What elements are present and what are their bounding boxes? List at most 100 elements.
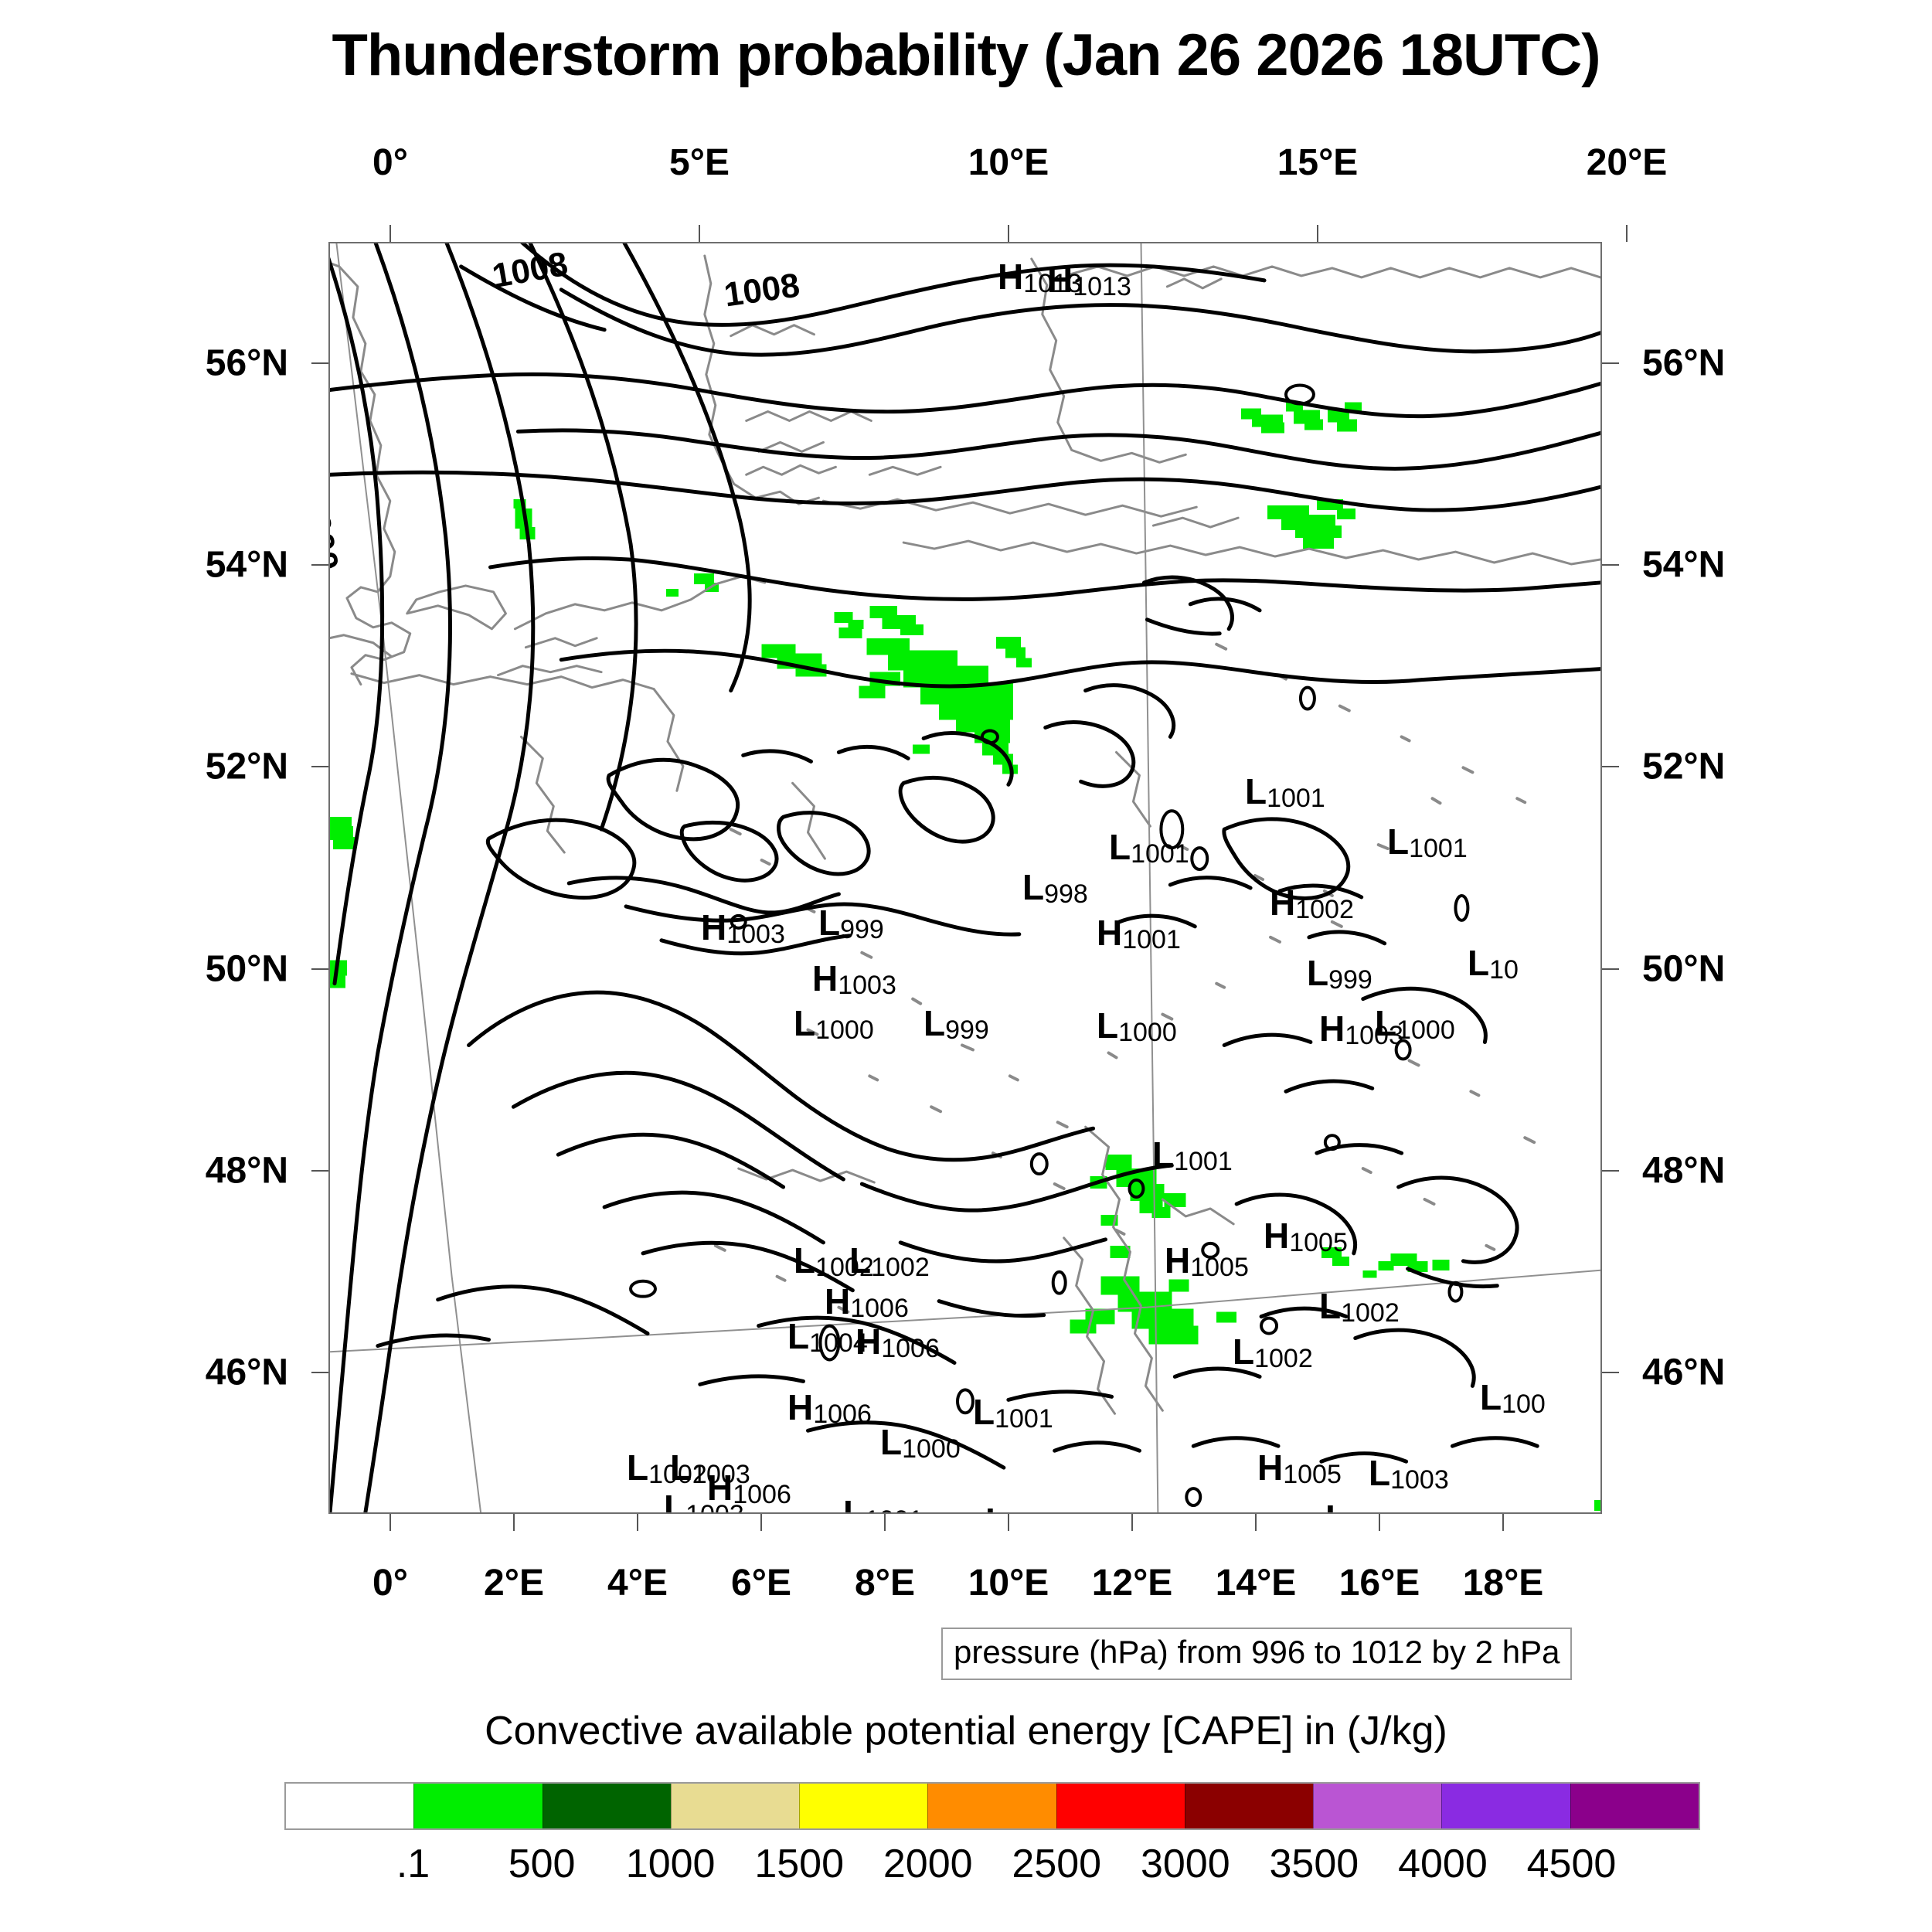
tick-bottom-1	[513, 1514, 515, 1531]
pressure-marker-l-11: L1001	[1245, 770, 1325, 814]
axis-label-left-0: 56°N	[205, 342, 288, 384]
pressure-marker-l-22: L1002	[794, 1240, 874, 1283]
tick-top-2	[1008, 225, 1009, 242]
pressure-marker-l-18: L1001	[1152, 1134, 1233, 1177]
pressure-marker-l-39: L100	[1480, 1376, 1546, 1419]
colorbar-swatch-5[interactable]	[927, 1784, 1056, 1828]
axis-label-bottom-3: 6°E	[731, 1563, 791, 1604]
axis-label-bottom-0: 0°	[372, 1563, 408, 1604]
colorbar-tick-1: 500	[508, 1842, 576, 1886]
pressure-marker-l-8: L1000	[1097, 1005, 1177, 1048]
colorbar-swatch-2[interactable]	[542, 1784, 671, 1828]
tick-right-3	[1602, 968, 1619, 970]
axis-label-right-2: 52°N	[1642, 746, 1726, 787]
colorbar-swatch-8[interactable]	[1313, 1784, 1442, 1828]
pressure-marker-l-23: L1002	[849, 1240, 930, 1283]
pressure-marker-l-31: L1002	[627, 1447, 707, 1490]
tick-right-5	[1602, 1372, 1619, 1374]
pressure-marker-h-15: H1003	[1319, 1008, 1403, 1050]
axis-label-top-3: 15°E	[1277, 142, 1359, 183]
tick-top-1	[699, 225, 700, 242]
tick-bottom-4	[884, 1514, 886, 1531]
pressure-marker-l-5: L999	[818, 902, 884, 944]
colorbar[interactable]	[284, 1782, 1700, 1830]
pressure-marker-l-28: L1001	[973, 1392, 1053, 1434]
page-title: Thunderstorm probability (Jan 26 2026 18…	[332, 22, 1600, 88]
tick-bottom-5	[1008, 1514, 1009, 1531]
tick-left-4	[311, 1169, 328, 1172]
axis-label-right-0: 56°N	[1642, 342, 1726, 384]
pressure-marker-l-7: L998	[1022, 866, 1088, 910]
pressure-marker-h-26: H1006	[855, 1321, 940, 1363]
isobar-layer	[330, 243, 1600, 1512]
tick-left-3	[311, 968, 328, 970]
axis-label-bottom-6: 12°E	[1091, 1563, 1173, 1604]
colorbar-swatch-9[interactable]	[1441, 1784, 1570, 1828]
axis-label-right-1: 54°N	[1642, 544, 1726, 586]
axis-label-left-1: 54°N	[205, 544, 288, 586]
axis-label-left-3: 50°N	[205, 948, 288, 990]
colorbar-swatch-6[interactable]	[1056, 1784, 1185, 1828]
pressure-marker-h-12: H1002	[1270, 882, 1354, 924]
axis-label-top-0: 0°	[372, 142, 408, 183]
axis-label-top-2: 10°E	[968, 142, 1049, 183]
tick-bottom-8	[1379, 1514, 1380, 1531]
axis-label-top-4: 20°E	[1586, 142, 1668, 183]
pressure-marker-h-37: H1005	[1257, 1447, 1342, 1490]
pressure-marker-l-16: L1000	[1375, 1003, 1455, 1046]
tick-bottom-6	[1131, 1514, 1133, 1531]
colorbar-swatch-4[interactable]	[799, 1784, 928, 1828]
tick-bottom-0	[389, 1514, 391, 1531]
colorbar-title: Convective available potential energy [C…	[485, 1709, 1447, 1753]
pressure-marker-l-36: L1003	[985, 1503, 1066, 1512]
tick-top-4	[1626, 225, 1628, 242]
colorbar-tick-7: 3500	[1269, 1842, 1359, 1886]
colorbar-swatch-3[interactable]	[670, 1784, 800, 1828]
pressure-marker-h-0: H1013	[998, 256, 1082, 298]
axis-label-bottom-2: 4°E	[607, 1563, 668, 1604]
pressure-marker-h-33: H1006	[707, 1468, 791, 1510]
pressure-marker-l-21: L1002	[1319, 1286, 1400, 1328]
pressure-marker-l-6: L999	[923, 1003, 989, 1046]
tick-top-3	[1317, 225, 1318, 242]
pressure-marker-h-3: H1003	[812, 957, 896, 1000]
pressure-marker-l-14: L999	[1307, 952, 1372, 995]
map-canvas	[330, 243, 1600, 1512]
pressure-marker-h-24: H1006	[825, 1281, 909, 1323]
pressure-marker-l-41: L100	[1443, 1513, 1509, 1514]
pressure-marker-h-1: H1013	[1047, 259, 1131, 301]
axis-label-right-4: 48°N	[1642, 1150, 1726, 1192]
tick-left-5	[311, 1372, 328, 1374]
pressure-marker-h-2: H1003	[701, 907, 785, 950]
axis-label-right-3: 50°N	[1642, 948, 1726, 990]
pressure-marker-l-29: L1002	[1233, 1331, 1313, 1374]
tick-right-4	[1602, 1169, 1619, 1172]
tick-top-0	[389, 225, 391, 242]
pressure-marker-l-40: L1002	[1325, 1500, 1406, 1512]
axis-label-right-5: 46°N	[1642, 1352, 1726, 1393]
cape-shading-layer	[330, 402, 1600, 1512]
colorbar-swatch-1[interactable]	[413, 1784, 543, 1828]
colorbar-tick-0: .1	[396, 1842, 430, 1886]
pressure-marker-l-4: L1000	[794, 1003, 874, 1046]
axis-label-bottom-1: 2°E	[484, 1563, 544, 1604]
pressure-caption: pressure (hPa) from 996 to 1012 by 2 hPa	[941, 1628, 1573, 1680]
pressure-marker-l-34: L1003	[664, 1488, 744, 1514]
axis-label-left-2: 52°N	[205, 746, 288, 787]
colorbar-tick-3: 1500	[754, 1842, 845, 1886]
colorbar-tick-labels: .1 500 1000 1500 2000 2500 3000 3500 4000 4500	[284, 1841, 1700, 1895]
pressure-marker-l-9: L1001	[1109, 826, 1189, 869]
map-panel: H1013 H1013 H1003 H1003 L1000 L999 L999 L998 L10…	[311, 225, 1628, 1531]
axis-label-top-1: 5°E	[669, 142, 730, 183]
tick-right-0	[1602, 362, 1619, 364]
pressure-marker-h-27: H1006	[787, 1386, 872, 1429]
tick-left-1	[311, 564, 328, 566]
colorbar-swatch-7[interactable]	[1184, 1784, 1314, 1828]
colorbar-swatch-0[interactable]	[286, 1784, 414, 1828]
pressure-marker-h-10: H1001	[1097, 912, 1181, 954]
axis-label-bottom-7: 14°E	[1215, 1563, 1297, 1604]
colorbar-tick-2: 1000	[625, 1842, 716, 1886]
colorbar-swatch-10[interactable]	[1570, 1784, 1699, 1828]
colorbar-tick-5: 2500	[1012, 1842, 1102, 1886]
